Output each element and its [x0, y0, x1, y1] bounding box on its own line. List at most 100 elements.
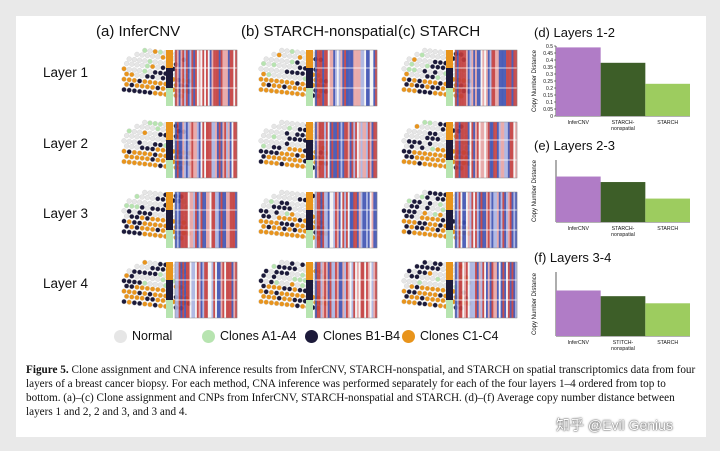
- spot: [417, 280, 423, 286]
- spot: [129, 224, 135, 230]
- heatmap-column: [322, 122, 325, 178]
- spot: [150, 125, 156, 131]
- heatmap-column: [347, 122, 350, 178]
- spot: [414, 123, 420, 130]
- heatmap-column: [489, 192, 492, 248]
- spot: [147, 291, 153, 297]
- spot: [281, 63, 288, 69]
- heatmap-column: [482, 192, 485, 248]
- spot: [142, 68, 148, 74]
- cnv-heatmap-layer3-col1: [166, 191, 238, 249]
- spot: [414, 144, 420, 150]
- heatmap-column: [325, 50, 328, 106]
- spot: [292, 266, 298, 272]
- spot: [401, 86, 407, 93]
- clone-strip: [166, 88, 173, 106]
- spot: [263, 87, 269, 93]
- spot: [437, 222, 444, 229]
- spot: [440, 287, 446, 293]
- heatmap-column: [235, 192, 238, 248]
- heatmap-column: [318, 262, 321, 318]
- heatmap-column: [460, 50, 463, 106]
- spot: [279, 221, 285, 227]
- heatmap-column: [204, 192, 207, 248]
- y-tick-label: 0.2: [546, 86, 553, 92]
- spot: [430, 296, 436, 303]
- spot: [261, 203, 267, 209]
- spot: [139, 134, 145, 141]
- spot: [271, 204, 277, 210]
- spot: [160, 287, 166, 293]
- spot: [424, 124, 431, 131]
- spot: [297, 298, 303, 304]
- spot: [279, 270, 285, 276]
- bar-starch: [645, 83, 690, 116]
- heatmap-column: [198, 192, 201, 248]
- spot: [150, 146, 156, 152]
- heatmap-column: [462, 50, 465, 106]
- spot: [300, 213, 306, 219]
- heatmap-column: [325, 122, 328, 178]
- heatmap-column: [187, 262, 190, 318]
- spot: [440, 54, 446, 61]
- heatmap-column: [500, 122, 503, 178]
- heatmap-column: [185, 50, 188, 106]
- clone-strip: [306, 140, 313, 160]
- spot: [437, 142, 444, 148]
- spot: [144, 135, 151, 141]
- spot: [287, 84, 293, 91]
- spot: [144, 195, 151, 201]
- heatmap-column: [471, 50, 474, 106]
- heatmap-column: [318, 192, 321, 248]
- spot: [294, 131, 301, 138]
- heatmap-column: [465, 122, 468, 178]
- spot: [263, 229, 269, 235]
- spot: [414, 51, 420, 58]
- spot: [152, 302, 158, 308]
- heatmap-column: [478, 192, 481, 248]
- heatmap-column: [360, 50, 363, 106]
- spot: [401, 218, 407, 224]
- heatmap-column: [476, 50, 479, 106]
- cnv-heatmap-layer3-col3: [446, 191, 518, 249]
- spot: [432, 211, 438, 218]
- spot: [432, 152, 438, 158]
- spot: [271, 72, 277, 78]
- spot: [297, 196, 303, 203]
- spot: [263, 149, 269, 155]
- spot: [294, 212, 301, 218]
- spot: [411, 289, 418, 296]
- heatmap-column: [318, 122, 321, 178]
- heatmap-column: [180, 122, 183, 178]
- spot: [126, 278, 132, 285]
- spot: [139, 124, 145, 130]
- heatmap-column: [336, 50, 339, 106]
- heatmap-column: [346, 262, 349, 318]
- spot: [147, 270, 153, 277]
- spot: [404, 223, 410, 230]
- spot: [263, 289, 269, 295]
- heatmap-column: [506, 192, 509, 248]
- clone-strip: [446, 140, 453, 160]
- heatmap-column: [227, 192, 230, 248]
- heatmap-column: [227, 50, 230, 106]
- heatmap-column: [496, 50, 499, 106]
- heatmap-column: [209, 262, 212, 318]
- spot: [142, 161, 148, 167]
- spot: [427, 89, 433, 96]
- spot: [406, 149, 412, 155]
- heatmap-column: [367, 262, 370, 318]
- spot: [432, 131, 438, 137]
- heatmap-column: [346, 192, 349, 248]
- spot: [417, 230, 423, 237]
- spot: [155, 196, 161, 202]
- spot: [268, 160, 275, 166]
- heatmap-column: [316, 192, 319, 248]
- spot: [406, 268, 412, 274]
- heatmap-column: [498, 50, 501, 106]
- spot: [147, 260, 153, 266]
- panel-title-d: (d) Layers 1-2: [534, 25, 615, 40]
- spot: [261, 81, 267, 88]
- spot: [292, 287, 298, 293]
- spot: [401, 208, 407, 214]
